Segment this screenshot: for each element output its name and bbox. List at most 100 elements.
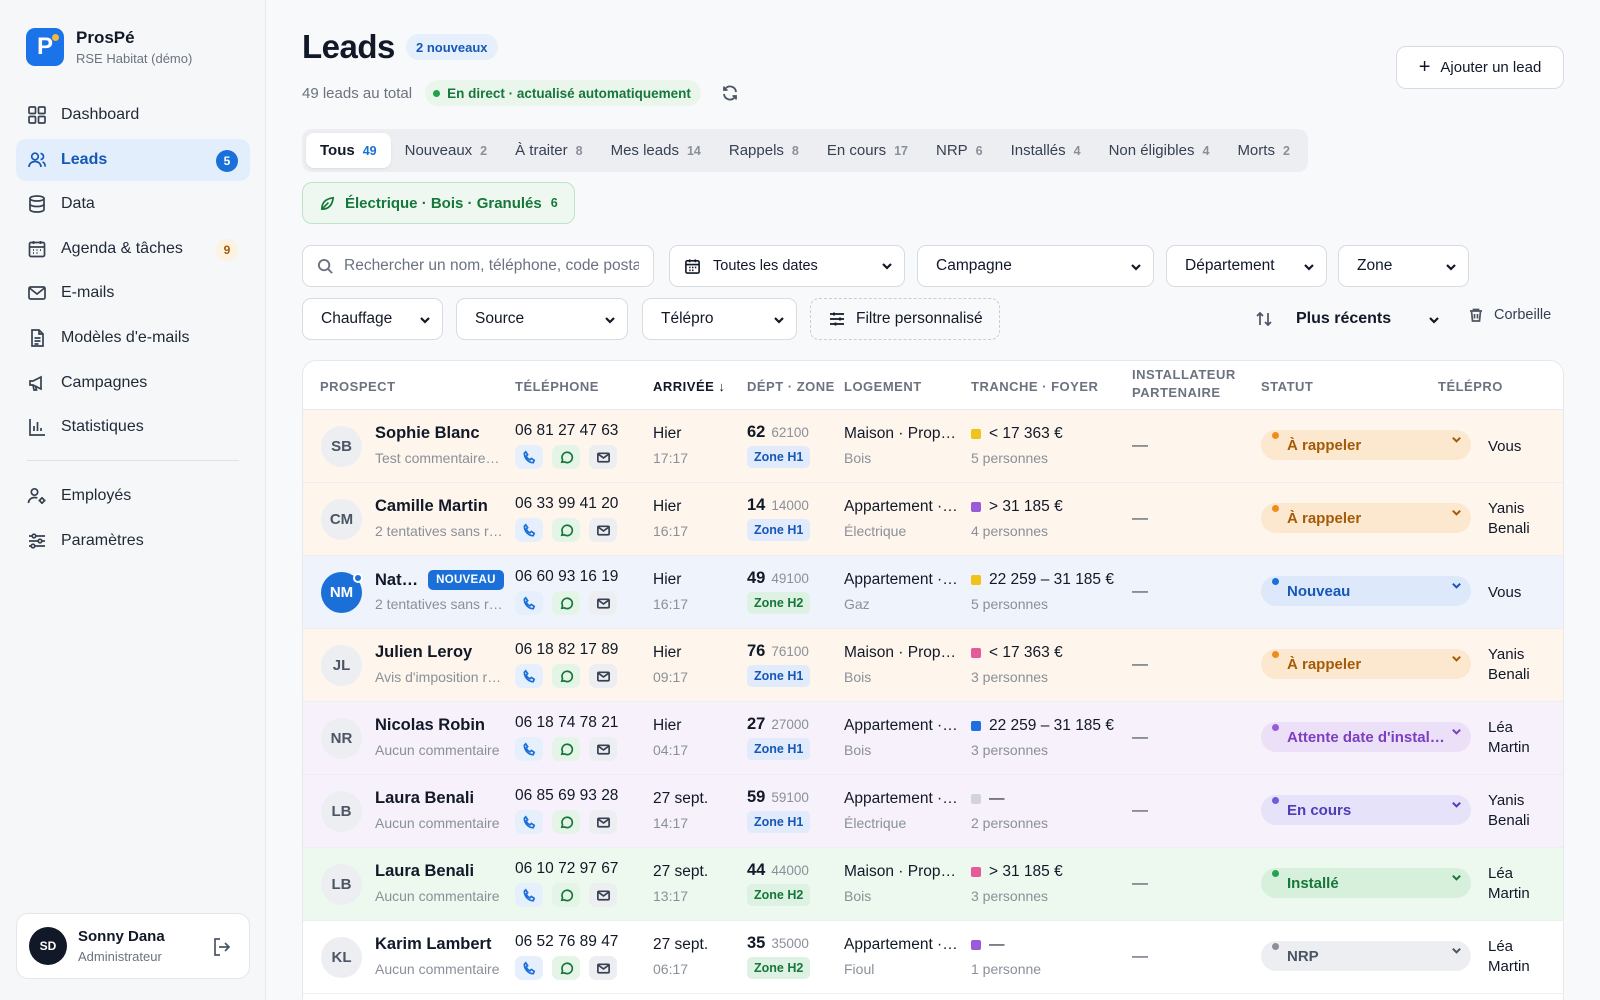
- status-badge[interactable]: À rappeler: [1261, 430, 1471, 460]
- energy-filter-chip[interactable]: Électrique · Bois · Granulés 6: [302, 182, 575, 224]
- phone-number[interactable]: 06 81 27 47 63: [515, 422, 619, 439]
- custom-filter-button[interactable]: Filtre personnalisé: [810, 298, 1000, 340]
- status-badge[interactable]: Nouveau: [1261, 576, 1471, 606]
- table-row[interactable]: KL Karim Lambert Aucun commentaire 06 52…: [303, 921, 1563, 994]
- mail-icon[interactable]: [589, 664, 617, 688]
- column-header-logement[interactable]: LOGEMENT: [844, 379, 922, 394]
- whatsapp-icon[interactable]: [552, 518, 580, 542]
- sort-select[interactable]: Plus récents: [1296, 306, 1439, 332]
- phone-icon[interactable]: [515, 445, 543, 469]
- phone-icon[interactable]: [515, 737, 543, 761]
- sidebar-item-campagnes[interactable]: Campagnes: [16, 362, 250, 404]
- status-badge[interactable]: À rappeler: [1261, 649, 1471, 679]
- prospect-name[interactable]: Laura Benali: [375, 789, 475, 807]
- table-row[interactable]: LB Laura Benali Aucun commentaire 06 10 …: [303, 848, 1563, 921]
- sidebar-item-employes[interactable]: Employés: [16, 475, 250, 517]
- status-badge[interactable]: À rappeler: [1261, 503, 1471, 533]
- whatsapp-icon[interactable]: [552, 810, 580, 834]
- sort-icon[interactable]: [1254, 309, 1274, 329]
- mail-icon[interactable]: [589, 956, 617, 980]
- tab-rappels[interactable]: Rappels 8: [728, 142, 799, 159]
- phone-number[interactable]: 06 18 82 17 89: [515, 641, 619, 658]
- phone-icon[interactable]: [515, 810, 543, 834]
- sidebar-item-agenda[interactable]: Agenda & tâches 9: [16, 228, 250, 270]
- table-row[interactable]: NR Nicolas Robin Aucun commentaire 06 18…: [303, 702, 1563, 775]
- table-row[interactable]: CM Camille Martin 2 tentatives sans r… 0…: [303, 483, 1563, 556]
- search-input[interactable]: [344, 257, 639, 275]
- sidebar-item-emails[interactable]: E-mails: [16, 272, 250, 314]
- brand[interactable]: P ProsPé RSE Habitat (démo): [26, 28, 192, 66]
- prospect-name[interactable]: Nat… NOUVEAU: [375, 570, 504, 590]
- logout-icon[interactable]: [211, 936, 233, 958]
- phone-number[interactable]: 06 85 69 93 28: [515, 787, 619, 804]
- table-row[interactable]: NM Nat… NOUVEAU 2 tentatives sans r… 06 6…: [303, 556, 1563, 629]
- prospect-name[interactable]: Nicolas Robin: [375, 716, 486, 734]
- campagne-select[interactable]: Campagne: [917, 245, 1154, 287]
- sidebar-item-email-templates[interactable]: Modèles d'e-mails: [16, 317, 250, 359]
- tab-installes[interactable]: Installés 4: [1010, 142, 1081, 159]
- whatsapp-icon[interactable]: [552, 883, 580, 907]
- phone-number[interactable]: 06 52 76 89 47: [515, 933, 619, 950]
- tab-en-cours[interactable]: En cours 17: [826, 142, 908, 159]
- column-header-tranche[interactable]: TRANCHE · FOYER: [971, 379, 1099, 394]
- column-header-statut[interactable]: STATUT: [1261, 379, 1314, 394]
- tab-non-eligibles[interactable]: Non éligibles 4: [1108, 142, 1210, 159]
- departement-select[interactable]: Département: [1166, 245, 1327, 287]
- mail-icon[interactable]: [589, 737, 617, 761]
- sidebar-item-leads[interactable]: Leads 5: [16, 138, 250, 181]
- trash-button[interactable]: Corbeille: [1468, 307, 1551, 323]
- phone-number[interactable]: 06 10 72 97 67: [515, 860, 619, 877]
- sidebar-item-data[interactable]: Data: [16, 183, 250, 225]
- status-badge[interactable]: Attente date d'install…: [1261, 722, 1471, 752]
- column-header-prospect[interactable]: PROSPECT: [320, 379, 396, 394]
- table-row[interactable]: SB Sophie Blanc Test commentaire … 06 81…: [303, 410, 1563, 483]
- tab-a-traiter[interactable]: À traiter 8: [515, 142, 583, 159]
- column-header-arrivee[interactable]: ARRIVÉE ↓: [653, 379, 726, 394]
- mail-icon[interactable]: [589, 591, 617, 615]
- prospect-name[interactable]: Laura Benali: [375, 862, 475, 880]
- tab-morts[interactable]: Morts 2: [1237, 142, 1290, 159]
- mail-icon[interactable]: [589, 445, 617, 469]
- table-row[interactable]: JL Julien Leroy Avis d'imposition r… 06 …: [303, 629, 1563, 702]
- phone-icon[interactable]: [515, 664, 543, 688]
- phone-number[interactable]: 06 33 99 41 20: [515, 495, 619, 512]
- column-header-telepro[interactable]: TÉLÉPRO: [1438, 379, 1503, 394]
- phone-number[interactable]: 06 18 74 78 21: [515, 714, 619, 731]
- whatsapp-icon[interactable]: [552, 737, 580, 761]
- whatsapp-icon[interactable]: [552, 591, 580, 615]
- refresh-icon[interactable]: [721, 84, 739, 102]
- status-badge[interactable]: Installé: [1261, 868, 1471, 898]
- whatsapp-icon[interactable]: [552, 956, 580, 980]
- phone-icon[interactable]: [515, 591, 543, 615]
- sidebar-item-parametres[interactable]: Paramètres: [16, 520, 250, 562]
- zone-select[interactable]: Zone: [1338, 245, 1469, 287]
- prospect-name[interactable]: Camille Martin: [375, 497, 488, 515]
- telepro-select[interactable]: Télépro: [642, 298, 797, 340]
- sidebar-item-statistiques[interactable]: Statistiques: [16, 406, 250, 448]
- phone-icon[interactable]: [515, 956, 543, 980]
- tab-mes-leads[interactable]: Mes leads 14: [610, 142, 701, 159]
- mail-icon[interactable]: [589, 883, 617, 907]
- tab-tous[interactable]: Tous 49: [306, 133, 391, 168]
- tab-nouveaux[interactable]: Nouveaux 2: [404, 142, 488, 159]
- prospect-name[interactable]: Sophie Blanc: [375, 424, 480, 442]
- table-row[interactable]: LB Laura Benali Aucun commentaire 06 85 …: [303, 775, 1563, 848]
- phone-icon[interactable]: [515, 518, 543, 542]
- column-header-telephone[interactable]: TÉLÉPHONE: [515, 379, 599, 394]
- prospect-name[interactable]: Karim Lambert: [375, 935, 492, 953]
- whatsapp-icon[interactable]: [552, 445, 580, 469]
- prospect-name[interactable]: Julien Leroy: [375, 643, 473, 661]
- mail-icon[interactable]: [589, 518, 617, 542]
- whatsapp-icon[interactable]: [552, 664, 580, 688]
- tab-nrp[interactable]: NRP 6: [935, 142, 983, 159]
- status-badge[interactable]: NRP: [1261, 941, 1471, 971]
- status-badge[interactable]: En cours: [1261, 795, 1471, 825]
- user-card[interactable]: SD Sonny Dana Administrateur: [16, 913, 250, 979]
- date-range-select[interactable]: Toutes les dates: [669, 245, 905, 287]
- source-select[interactable]: Source: [456, 298, 628, 340]
- column-header-installateur[interactable]: INSTALLATEUR PARTENAIRE: [1132, 367, 1236, 400]
- chauffage-select[interactable]: Chauffage: [302, 298, 443, 340]
- column-header-dept-zone[interactable]: DÉPT · ZONE: [747, 379, 835, 394]
- sidebar-item-dashboard[interactable]: Dashboard: [16, 94, 250, 136]
- phone-number[interactable]: 06 60 93 16 19: [515, 568, 619, 585]
